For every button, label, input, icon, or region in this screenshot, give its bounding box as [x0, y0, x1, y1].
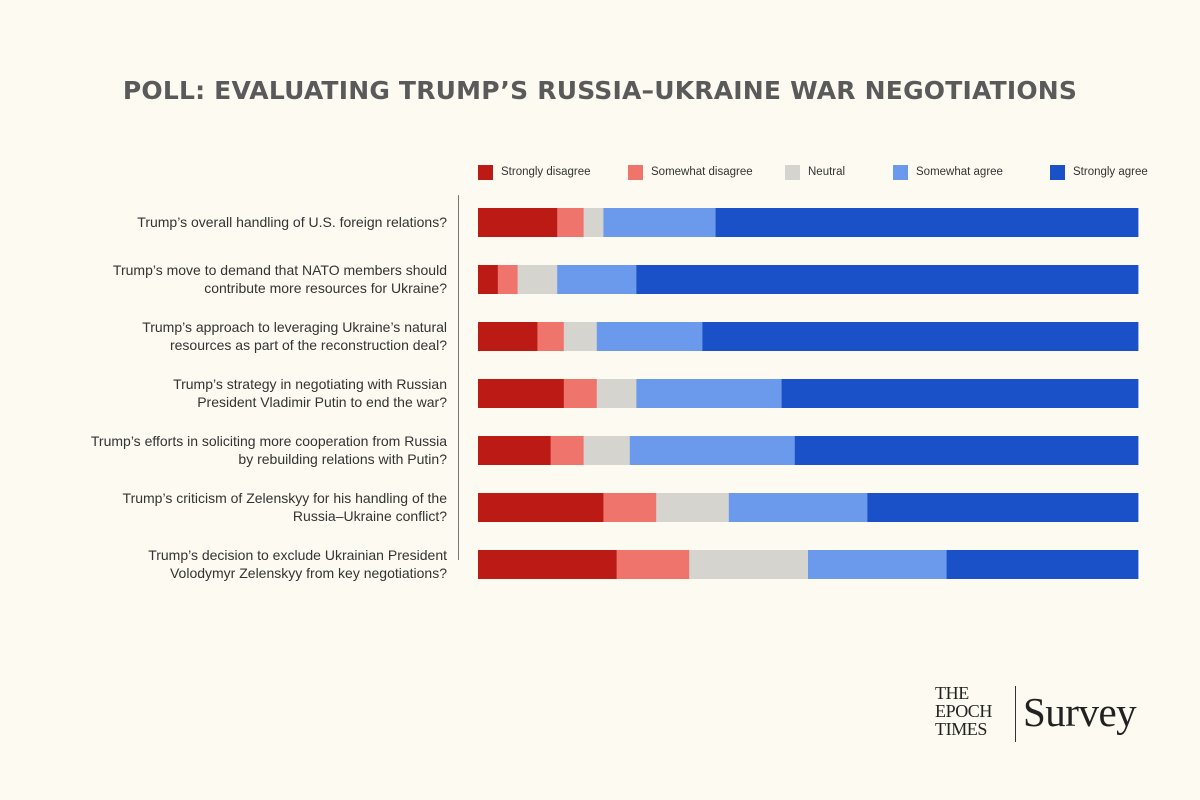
brand-logo: THE EPOCH TIMES Survey	[935, 684, 1160, 744]
bar-segment	[603, 493, 657, 522]
brand-survey-label: Survey	[1023, 689, 1137, 735]
legend-label: Somewhat disagree	[651, 166, 753, 178]
category-label-line: by rebuilding relations with Putin?	[238, 451, 447, 467]
bar-segment	[603, 208, 716, 237]
bar-segment	[702, 322, 1139, 351]
category-label-line: Trump’s decision to exclude Ukrainian Pr…	[148, 547, 447, 563]
bar-segment	[478, 265, 499, 294]
legend-item: Strongly disagree	[478, 164, 591, 180]
category-label: Trump’s decision to exclude Ukrainian Pr…	[40, 546, 447, 582]
bar-segment	[794, 436, 1139, 465]
bar-segment	[636, 265, 1139, 294]
bar-segment	[656, 493, 730, 522]
bar-segment	[596, 322, 703, 351]
category-label-line: Trump’s approach to leveraging Ukraine’s…	[142, 319, 447, 335]
legend-item: Neutral	[785, 164, 845, 180]
bar-segment	[478, 493, 604, 522]
brand-name: THE EPOCH TIMES	[935, 684, 1015, 738]
category-axis-line	[458, 195, 459, 560]
legend-swatch	[893, 164, 908, 180]
brand-divider	[1015, 686, 1016, 742]
brand-name-line: TIMES	[935, 719, 988, 739]
bar-segment	[781, 379, 1139, 408]
category-label-line: President Vladimir Putin to end the war?	[197, 394, 447, 410]
category-label-line: Russia–Ukraine conflict?	[292, 508, 447, 524]
bar-segment	[497, 265, 518, 294]
bar-segment	[563, 379, 598, 408]
bar-segment	[517, 265, 558, 294]
category-label-line: Trump’s strategy in negotiating with Rus…	[173, 376, 447, 392]
legend-label: Somewhat agree	[916, 166, 1003, 178]
bar-segment	[715, 208, 1139, 237]
category-label: Trump’s criticism of Zelenskyy for his h…	[40, 489, 447, 525]
bar-segment	[550, 436, 584, 465]
legend-item: Strongly agree	[1050, 164, 1148, 180]
category-label: Trump’s approach to leveraging Ukraine’s…	[40, 318, 447, 354]
bar-segment	[728, 493, 868, 522]
bar-segment	[478, 379, 565, 408]
category-label-line: Trump’s move to demand that NATO members…	[112, 262, 447, 278]
category-label: Trump’s move to demand that NATO members…	[40, 261, 447, 297]
bar-segment	[557, 265, 637, 294]
bar-segment	[636, 379, 782, 408]
chart-title: POLL: EVALUATING TRUMP’S RUSSIA–UKRAINE …	[122, 76, 1078, 105]
legend-swatch	[785, 164, 800, 180]
category-label: Trump’s overall handling of U.S. foreign…	[40, 213, 447, 231]
legend-swatch	[1050, 164, 1065, 180]
bar-segment	[583, 208, 604, 237]
bar-segment	[478, 208, 558, 237]
brand-name-line: THE	[935, 683, 969, 703]
legend-item: Somewhat disagree	[628, 164, 753, 180]
bar-segment	[689, 550, 809, 579]
category-label-line: Volodymyr Zelenskyy from key negotiation…	[169, 565, 447, 581]
bar-segment	[596, 379, 637, 408]
bar-segment	[616, 550, 690, 579]
chart-legend: Strongly disagree Somewhat disagree Neutra…	[478, 164, 1148, 180]
brand-name-line: EPOCH	[935, 701, 993, 721]
category-label-line: Trump’s criticism of Zelenskyy for his h…	[122, 490, 447, 506]
legend-swatch	[628, 164, 643, 180]
category-label-line: resources as part of the reconstruction …	[169, 337, 447, 353]
bar-segment	[478, 550, 617, 579]
legend-label: Strongly agree	[1073, 166, 1148, 178]
category-label-line: Trump’s efforts in soliciting more coope…	[90, 433, 447, 449]
bar-segment	[557, 208, 584, 237]
category-label-line: Trump’s overall handling of U.S. foreign…	[137, 214, 447, 230]
bar-segment	[629, 436, 796, 465]
category-label-line: contribute more resources for Ukraine?	[204, 280, 447, 296]
bar-segment	[478, 436, 551, 465]
legend-label: Neutral	[808, 166, 846, 178]
legend-label: Strongly disagree	[501, 166, 591, 178]
bar-segment	[867, 493, 1139, 522]
bar-segment	[537, 322, 565, 351]
bar-segment	[946, 550, 1139, 579]
bar-segment	[583, 436, 631, 465]
category-label: Trump’s efforts in soliciting more coope…	[40, 432, 447, 468]
bar-segment	[478, 322, 538, 351]
category-label: Trump’s strategy in negotiating with Rus…	[40, 375, 447, 411]
legend-item: Somewhat agree	[893, 164, 1003, 180]
bar-segment	[808, 550, 947, 579]
legend-swatch	[478, 164, 493, 180]
bar-segment	[563, 322, 598, 351]
